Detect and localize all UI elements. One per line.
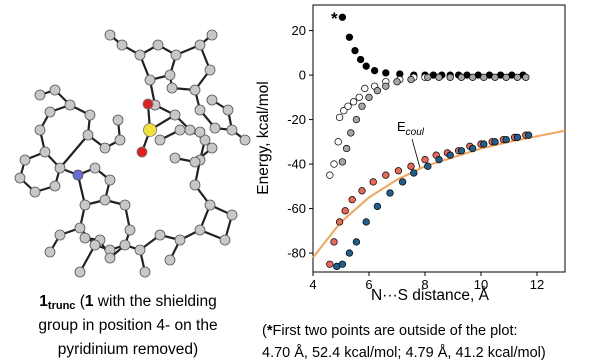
point — [374, 87, 381, 94]
point — [374, 203, 381, 210]
footnote-text: First two points are outside of the plot… — [273, 323, 518, 339]
x-tick-label: 12 — [530, 277, 544, 292]
point — [331, 239, 338, 246]
ecoul-label: Ecoul — [397, 119, 425, 138]
point — [447, 74, 454, 81]
point — [514, 134, 521, 141]
y-tick-label: -60 — [287, 201, 306, 216]
x-tick-label: 8 — [421, 277, 428, 292]
point — [514, 74, 521, 81]
x-axis-label: N···S distance, Å — [371, 287, 490, 304]
figure: N···S distance, Å Energy, kcal/mol * Eco… — [0, 0, 593, 363]
point — [408, 76, 415, 83]
point — [383, 172, 390, 179]
point — [327, 172, 334, 179]
point — [425, 74, 432, 81]
x-tick-label: 6 — [365, 277, 372, 292]
point — [469, 74, 476, 81]
y-axis-label: Energy, kcal/mol — [255, 81, 272, 194]
point — [399, 179, 406, 186]
point — [370, 179, 377, 186]
point — [363, 63, 370, 70]
y-tick-label: -20 — [287, 112, 306, 127]
caption-text: group in position 4- on the — [38, 317, 217, 334]
point — [458, 147, 465, 154]
caption-text: ( — [75, 293, 84, 310]
point — [349, 196, 356, 203]
point — [411, 170, 418, 177]
point — [353, 116, 360, 123]
y-tick-label: 0 — [299, 68, 306, 83]
point — [345, 103, 352, 110]
point — [492, 74, 499, 81]
asterisk-annotation: * — [331, 9, 338, 28]
point — [383, 70, 390, 77]
point — [346, 34, 353, 41]
point — [503, 74, 510, 81]
point — [336, 114, 343, 121]
y-tick-label: -40 — [287, 157, 306, 172]
point — [331, 161, 338, 168]
x-tick-label: 10 — [474, 277, 488, 292]
point — [436, 74, 443, 81]
point — [339, 159, 346, 166]
curve — [313, 131, 565, 258]
point — [366, 94, 373, 101]
point — [359, 187, 366, 194]
point — [348, 130, 355, 137]
point — [383, 83, 390, 90]
point — [425, 163, 432, 170]
x-tick-label: 4 — [309, 277, 316, 292]
point — [458, 74, 465, 81]
point — [350, 98, 357, 105]
molecule-caption: 1trunc (1 with the shieldinggroup in pos… — [8, 290, 248, 362]
point — [327, 261, 334, 268]
caption-number: 1 — [85, 293, 94, 310]
point — [346, 250, 353, 257]
caption-text: with the shielding — [94, 293, 217, 310]
caption-subscript: trunc — [48, 300, 76, 312]
y-tick-label: -80 — [287, 246, 306, 261]
point — [362, 85, 369, 92]
point — [356, 94, 363, 101]
point — [447, 152, 454, 159]
point — [523, 74, 530, 81]
point — [525, 132, 532, 139]
point — [422, 156, 429, 163]
point — [394, 78, 401, 85]
point — [371, 67, 378, 74]
point — [363, 219, 370, 226]
caption-number: 1 — [39, 293, 48, 310]
point — [387, 190, 394, 197]
point — [353, 239, 360, 246]
point — [343, 145, 350, 152]
point — [436, 156, 443, 163]
ecoul-main: E — [397, 119, 406, 134]
point — [336, 219, 343, 226]
point — [481, 141, 488, 148]
point — [339, 261, 346, 268]
point — [339, 14, 346, 21]
point — [469, 145, 476, 152]
point — [359, 103, 366, 110]
point — [503, 136, 510, 143]
footnote: (*First two points are outside of the pl… — [262, 320, 592, 364]
point — [335, 139, 342, 146]
point — [342, 208, 349, 215]
point — [352, 47, 359, 54]
point — [357, 56, 364, 63]
footnote-text: 4.70 Å, 52.4 kcal/mol; 4.79 Å, 41.2 kcal… — [262, 345, 546, 361]
ecoul-sub: coul — [406, 127, 425, 138]
point — [492, 139, 499, 146]
point — [408, 163, 415, 170]
caption-text: pyridinium removed) — [58, 341, 198, 358]
point — [395, 167, 402, 174]
y-tick-label: 20 — [292, 23, 306, 38]
point — [481, 74, 488, 81]
